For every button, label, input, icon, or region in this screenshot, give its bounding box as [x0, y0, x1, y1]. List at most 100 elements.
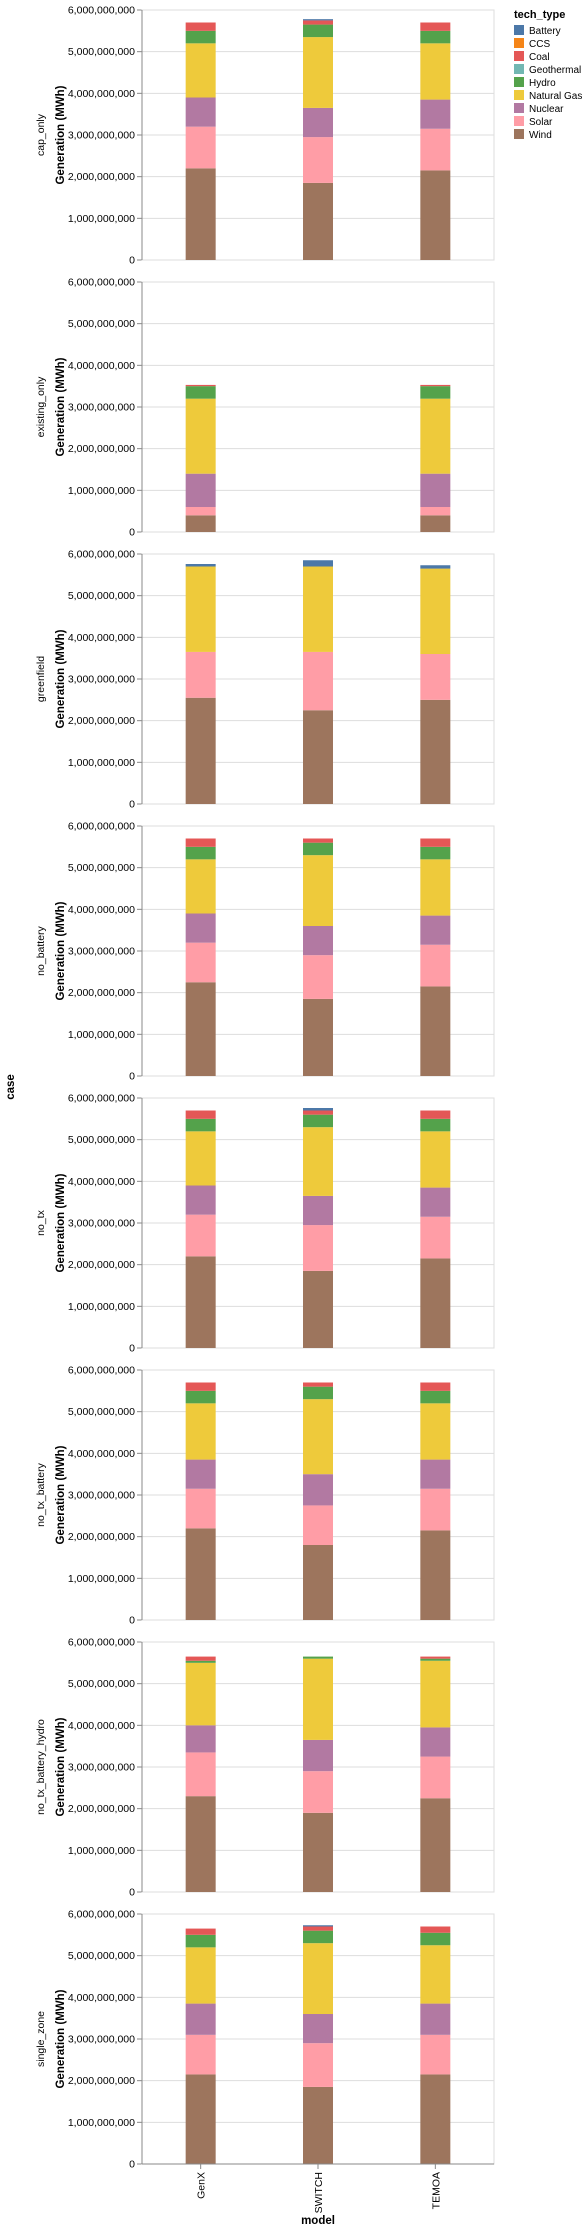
bar-no-battery-temoa-wind [420, 986, 451, 1076]
facet-label-no-tx: no_tx [35, 1209, 47, 1235]
legend-label-battery: Battery [529, 26, 561, 37]
y-tick-label-no-tx-battery-hydro-4: 4,000,000,000 [68, 1720, 135, 1732]
y-tick-label-no-tx-battery-hydro-3: 3,000,000,000 [68, 1762, 135, 1774]
y-axis-title-no-tx-battery-hydro: Generation (MWh) [55, 1717, 67, 1816]
bar-cap-only-temoa-solar [420, 128, 451, 171]
bar-no-tx-battery-hydro-genx-natural-gas [185, 1662, 216, 1726]
bar-no-tx-battery-hydro-temoa-coal [420, 1656, 451, 1659]
y-tick-label-no-tx-1: 1,000,000,000 [68, 1301, 135, 1313]
bar-no-tx-battery-hydro-genx-wind [185, 1796, 216, 1892]
bar-no-tx-temoa-wind [420, 1258, 451, 1348]
bar-no-battery-switch-hydro [303, 842, 333, 856]
bar-no-tx-switch-solar [303, 1225, 333, 1271]
bar-existing-only-genx-nuclear [185, 473, 216, 507]
bar-no-tx-battery-hydro-temoa-solar [420, 1756, 451, 1799]
y-tick-label-no-tx-battery-6: 6,000,000,000 [68, 1365, 135, 1377]
bar-single-zone-genx-hydro [185, 1934, 216, 1948]
legend-label-coal: Coal [529, 52, 550, 63]
bar-no-tx-switch-hydro [303, 1114, 333, 1128]
bar-no-tx-battery-switch-wind [303, 1545, 333, 1620]
bar-no-battery-temoa-hydro [420, 846, 451, 860]
bar-greenfield-genx-battery [185, 564, 216, 567]
bar-no-battery-temoa-nuclear [420, 915, 451, 945]
legend-label-natural-gas: Natural Gas [529, 91, 582, 102]
bar-single-zone-switch-hydro [303, 1930, 333, 1944]
legend-label-nuclear: Nuclear [529, 104, 564, 115]
bar-single-zone-switch-solar [303, 2043, 333, 2087]
bar-no-tx-battery-genx-solar [185, 1488, 216, 1529]
bar-no-tx-battery-temoa-natural-gas [420, 1403, 451, 1460]
bar-no-tx-battery-genx-nuclear [185, 1459, 216, 1489]
y-tick-label-greenfield-0: 0 [129, 799, 135, 811]
bar-no-tx-genx-wind [185, 1256, 216, 1348]
legend-swatch-solar [514, 116, 524, 126]
bar-no-battery-temoa-natural-gas [420, 859, 451, 916]
y-tick-label-single-zone-2: 2,000,000,000 [68, 2075, 135, 2087]
bar-single-zone-temoa-hydro [420, 1932, 451, 1946]
y-tick-label-no-battery-5: 5,000,000,000 [68, 862, 135, 874]
bar-existing-only-temoa-wind [420, 515, 451, 532]
y-tick-label-no-tx-battery-hydro-2: 2,000,000,000 [68, 1803, 135, 1815]
y-tick-label-cap-only-3: 3,000,000,000 [68, 130, 135, 142]
bar-no-battery-genx-nuclear [185, 913, 216, 943]
y-tick-label-cap-only-2: 2,000,000,000 [68, 171, 135, 183]
bar-single-zone-genx-wind [185, 2074, 216, 2164]
y-tick-label-no-tx-battery-3: 3,000,000,000 [68, 1490, 135, 1502]
bar-existing-only-genx-coal [185, 384, 216, 387]
legend-label-ccs: CCS [529, 39, 550, 50]
bar-single-zone-switch-coal [303, 1926, 333, 1931]
y-axis-title-cap-only: Generation (MWh) [55, 85, 67, 184]
y-tick-label-no-battery-4: 4,000,000,000 [68, 904, 135, 916]
bar-no-tx-switch-nuclear [303, 1195, 333, 1226]
y-tick-label-greenfield-5: 5,000,000,000 [68, 590, 135, 602]
bar-greenfield-temoa-natural-gas [420, 568, 451, 654]
y-tick-label-no-tx-battery-4: 4,000,000,000 [68, 1448, 135, 1460]
bar-no-tx-genx-hydro [185, 1118, 216, 1132]
bar-no-battery-switch-wind [303, 998, 333, 1076]
bar-no-tx-genx-nuclear [185, 1185, 216, 1215]
bar-no-tx-battery-genx-coal [185, 1382, 216, 1391]
bar-existing-only-genx-hydro [185, 386, 216, 399]
y-tick-label-single-zone-4: 4,000,000,000 [68, 1992, 135, 2004]
bar-greenfield-temoa-solar [420, 654, 451, 700]
bar-no-tx-battery-hydro-temoa-wind [420, 1798, 451, 1892]
bar-cap-only-temoa-wind [420, 170, 451, 260]
legend-swatch-natural-gas [514, 90, 524, 100]
bar-cap-only-switch-nuclear [303, 107, 333, 138]
y-tick-label-no-tx-3: 3,000,000,000 [68, 1218, 135, 1230]
bar-cap-only-temoa-nuclear [420, 99, 451, 129]
bar-single-zone-genx-natural-gas [185, 1947, 216, 2004]
facet-label-no-tx-battery-hydro: no_tx_battery_hydro [35, 1719, 47, 1815]
y-tick-label-greenfield-4: 4,000,000,000 [68, 632, 135, 644]
bar-single-zone-switch-wind [303, 2086, 333, 2164]
bar-single-zone-temoa-natural-gas [420, 1945, 451, 2004]
bar-no-tx-battery-hydro-genx-solar [185, 1752, 216, 1797]
legend-swatch-wind [514, 129, 524, 139]
bar-single-zone-temoa-wind [420, 2074, 451, 2164]
y-tick-label-no-tx-4: 4,000,000,000 [68, 1176, 135, 1188]
bar-no-tx-switch-battery [303, 1108, 333, 1111]
y-tick-label-single-zone-3: 3,000,000,000 [68, 2034, 135, 2046]
bar-cap-only-genx-solar [185, 126, 216, 169]
y-tick-label-greenfield-1: 1,000,000,000 [68, 757, 135, 769]
bar-no-battery-switch-solar [303, 955, 333, 999]
bar-existing-only-genx-wind [185, 515, 216, 532]
facet-label-no-battery: no_battery [35, 925, 47, 975]
y-tick-label-no-battery-1: 1,000,000,000 [68, 1029, 135, 1041]
bar-cap-only-genx-coal [185, 22, 216, 31]
bar-cap-only-temoa-hydro [420, 30, 451, 44]
y-tick-label-existing-only-5: 5,000,000,000 [68, 318, 135, 330]
bar-greenfield-switch-solar [303, 651, 333, 711]
y-tick-label-cap-only-4: 4,000,000,000 [68, 88, 135, 100]
bar-no-tx-switch-wind [303, 1270, 333, 1348]
bar-no-tx-temoa-solar [420, 1216, 451, 1259]
facet-label-greenfield: greenfield [35, 656, 47, 702]
bar-no-tx-battery-genx-natural-gas [185, 1403, 216, 1460]
y-tick-label-no-tx-6: 6,000,000,000 [68, 1093, 135, 1105]
bar-no-tx-battery-hydro-temoa-natural-gas [420, 1660, 451, 1728]
y-axis-title-no-tx: Generation (MWh) [55, 1173, 67, 1272]
y-axis-title-greenfield: Generation (MWh) [55, 629, 67, 728]
bar-no-tx-battery-hydro-switch-nuclear [303, 1739, 333, 1772]
legend-swatch-battery [514, 25, 524, 35]
